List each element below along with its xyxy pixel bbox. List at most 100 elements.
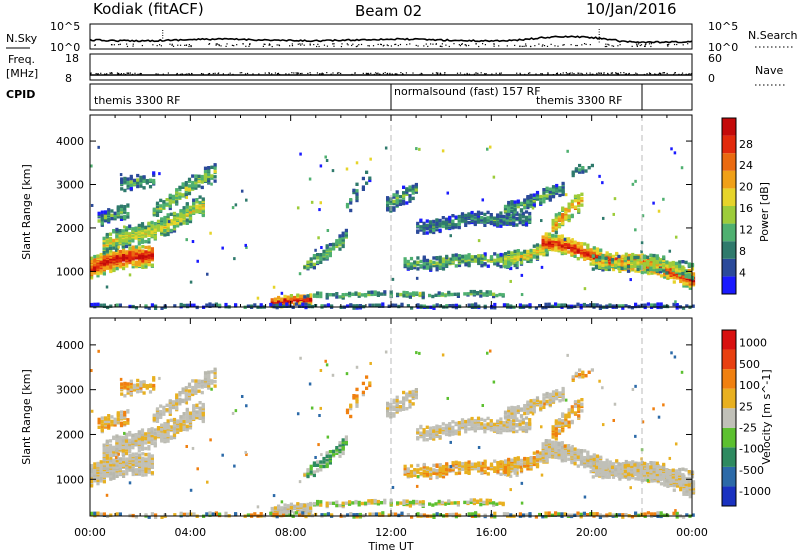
power-cell (560, 250, 564, 255)
nave-dot (589, 72, 591, 74)
nsearch-dot (236, 44, 238, 46)
velocity-cell (129, 387, 133, 391)
power-cell (438, 304, 442, 308)
power-cell (451, 219, 455, 223)
power-cell (485, 290, 489, 294)
velocity-cell (283, 503, 287, 507)
power-cell (175, 193, 179, 197)
power-cell (485, 292, 489, 296)
velocity-cell (539, 400, 543, 404)
power-cell (428, 228, 433, 233)
velocity-cell (338, 445, 342, 449)
power-cell (496, 253, 500, 258)
power-cell (470, 255, 474, 259)
velocity-cell (492, 428, 497, 432)
power-cell (93, 258, 97, 262)
power-cell (102, 250, 106, 255)
power-cell (526, 199, 530, 203)
power-cell (355, 304, 359, 308)
power-cell (312, 266, 316, 270)
power-cell (419, 225, 423, 229)
power-cell (551, 187, 556, 191)
nave-dot (610, 72, 612, 74)
velocity-cell (120, 385, 124, 390)
velocity-cell (539, 403, 543, 408)
power-cell (137, 237, 141, 242)
nsearch-dot (530, 45, 532, 48)
power-cell (128, 224, 132, 228)
power-cell (304, 302, 308, 306)
power-cell (493, 262, 497, 266)
velocity-cell (529, 410, 533, 414)
velocity-cell (121, 451, 125, 455)
power-cell (544, 305, 548, 310)
velocity-cell (191, 379, 195, 383)
power-cell (682, 306, 686, 310)
velocity-cell (489, 425, 493, 430)
power-cell (365, 170, 369, 174)
velocity-cell (118, 471, 122, 476)
power-cell (118, 303, 122, 307)
velocity-cell (153, 435, 157, 439)
power-cell (665, 271, 669, 275)
power-cell (682, 284, 686, 288)
power-cell (445, 262, 449, 266)
power-cell (422, 221, 426, 226)
power-cell (574, 167, 578, 171)
velocity-cell (505, 422, 509, 426)
power-cell (577, 200, 581, 204)
velocity-cell (529, 399, 533, 403)
power-cell (650, 260, 654, 264)
power-cell (153, 235, 157, 239)
power-cell (428, 223, 433, 227)
power-cell (395, 197, 399, 202)
power-cell (155, 201, 160, 205)
power-cell (507, 211, 511, 216)
power-cell (159, 198, 163, 203)
power-cell (139, 184, 143, 188)
power-cell (630, 260, 634, 264)
nave-dot (379, 73, 381, 75)
power-cell (118, 229, 122, 233)
velocity-cell (141, 456, 145, 460)
power-cell (169, 228, 173, 233)
power-cell (524, 215, 529, 220)
power-cell (140, 222, 145, 226)
power-cell (355, 194, 359, 198)
power-cell (411, 184, 415, 189)
velocity-cell (132, 385, 137, 390)
velocity-cell (448, 422, 452, 426)
velocity-cell (535, 396, 540, 400)
nsearch-dot (220, 45, 222, 47)
power-cell (419, 304, 423, 308)
power-cell (335, 241, 339, 245)
power-cell (581, 166, 585, 170)
power-cell (126, 177, 130, 181)
nave-dot (139, 73, 141, 75)
velocity-cell (457, 432, 461, 436)
power-cell (150, 255, 154, 260)
power-cell (570, 251, 574, 255)
power-cell (203, 173, 208, 177)
nsearch-dot (423, 45, 425, 47)
power-cell (341, 236, 345, 240)
power-cell (106, 260, 110, 264)
power-cell (682, 274, 686, 278)
nsearch-dot (309, 43, 311, 45)
power-cell (579, 246, 584, 250)
power-cell (608, 253, 612, 257)
power-cell (245, 245, 248, 249)
power-cell (557, 303, 561, 307)
velocity-cell (203, 377, 208, 382)
power-cell (543, 196, 546, 200)
nsearch-dot (484, 44, 487, 46)
velocity-cell (150, 440, 154, 444)
power-cell (486, 210, 490, 215)
power-cell (150, 249, 154, 253)
power-cell (513, 206, 517, 211)
velocity-cell (185, 407, 189, 412)
power-cell (99, 271, 103, 275)
velocity-cell (126, 382, 130, 386)
power-cell (108, 232, 113, 236)
velocity-cell (159, 410, 163, 414)
